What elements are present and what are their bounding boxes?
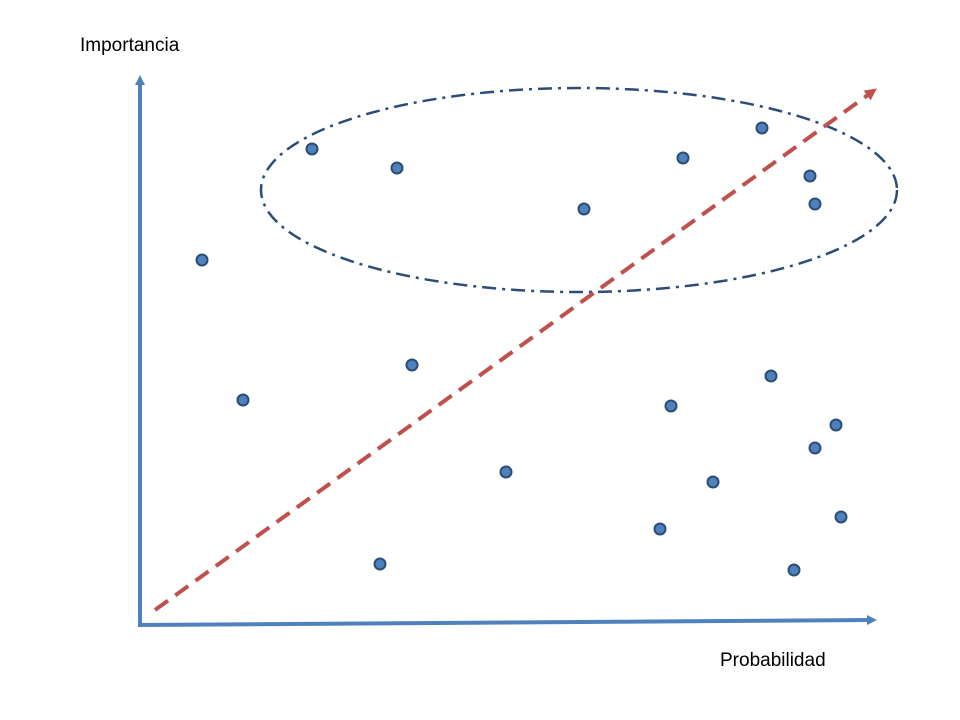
y-axis-label: Importancia: [80, 35, 180, 56]
point: [405, 358, 419, 372]
point: [664, 399, 678, 413]
point: [195, 253, 209, 267]
point: [834, 510, 848, 524]
point: [755, 121, 769, 135]
point: [577, 202, 591, 216]
point: [764, 369, 778, 383]
point: [499, 465, 513, 479]
point: [808, 441, 822, 455]
trend-arrow: [153, 88, 877, 612]
point: [373, 557, 387, 571]
point: [676, 151, 690, 165]
point: [390, 161, 404, 175]
point: [305, 142, 319, 156]
highlight-ellipse: [259, 86, 899, 294]
point: [706, 475, 720, 489]
point: [803, 169, 817, 183]
point: [787, 563, 801, 577]
point: [236, 393, 250, 407]
points: [195, 121, 848, 577]
point: [829, 418, 843, 432]
x-axis-label: Probabilidad: [720, 650, 826, 671]
x-axis: [137, 615, 877, 627]
point: [808, 197, 822, 211]
point: [653, 522, 667, 536]
